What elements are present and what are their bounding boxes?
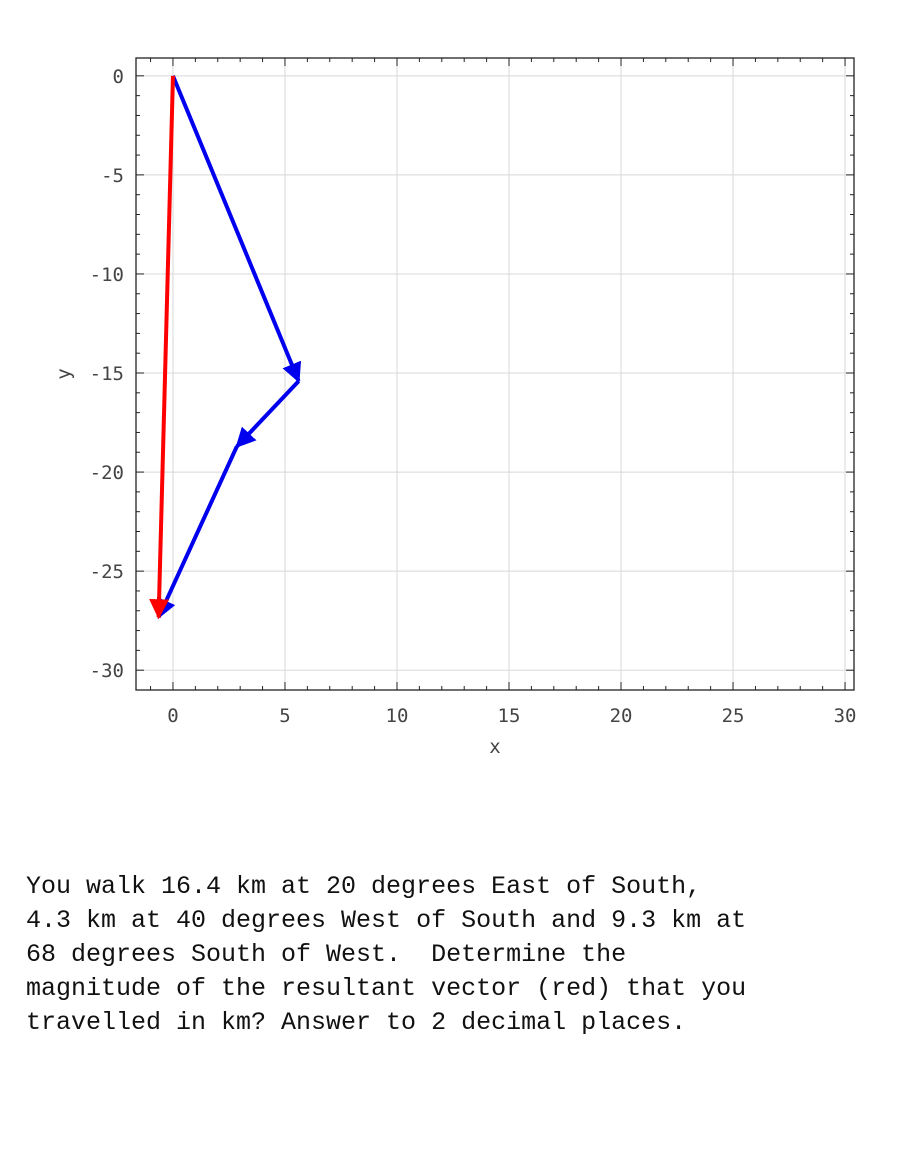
x-axis-label: x	[489, 736, 500, 758]
y-tick-label: -10	[90, 264, 124, 286]
x-tick-label: 20	[610, 705, 633, 727]
x-tick-label: 15	[498, 705, 521, 727]
resultant-vector	[149, 75, 175, 620]
x-tick-label: 0	[167, 705, 178, 727]
displacement-vector-1	[171, 75, 302, 383]
vector-chart: 0 5 10 15 20 25 30 0 -5 -10 -15 -20 -25 -30 x y	[53, 57, 857, 758]
displacement-vector-3	[156, 445, 239, 620]
y-tick-label: -25	[90, 561, 124, 583]
vectors	[149, 75, 302, 620]
y-tick-label: -30	[90, 660, 124, 682]
displacement-vector-2	[235, 379, 301, 448]
y-tick-label: -5	[101, 165, 124, 187]
x-tick-label: 10	[386, 705, 409, 727]
y-tick-label: 0	[113, 66, 124, 88]
grid	[136, 58, 854, 690]
y-axis-label: y	[53, 368, 75, 379]
x-tick-label: 5	[279, 705, 290, 727]
y-tick-label: -15	[90, 363, 124, 385]
plot-frame	[135, 57, 855, 691]
y-tick-label: -20	[90, 462, 124, 484]
axis-ticks: 0 5 10 15 20 25 30 0 -5 -10 -15 -20 -25 -30	[90, 58, 857, 727]
x-tick-label: 30	[834, 705, 857, 727]
x-tick-label: 25	[722, 705, 745, 727]
question-text: You walk 16.4 km at 20 degrees East of S…	[26, 872, 747, 1037]
